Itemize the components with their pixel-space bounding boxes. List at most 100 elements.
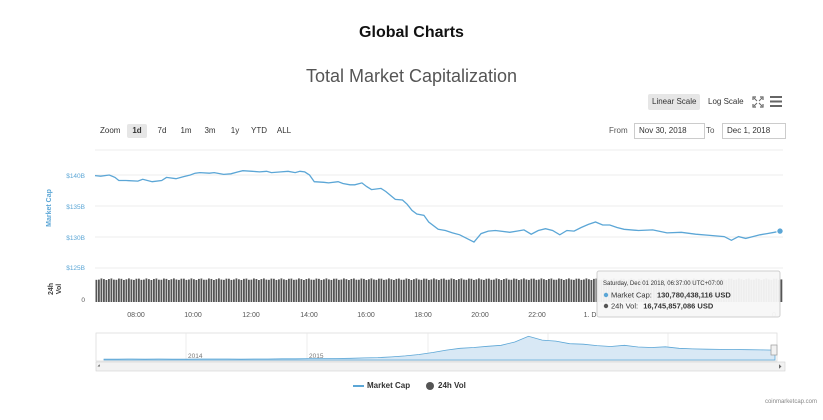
volume-bar [235,278,238,302]
volume-bar [438,279,440,302]
volume-bar [108,279,110,302]
volume-bar [148,279,150,302]
volume-bar [345,279,348,302]
volume-bar [233,279,235,302]
volume-bar [333,278,335,302]
volume-bar [253,278,255,302]
y-tick-label: $140B [66,173,85,180]
volume-bar [218,278,220,302]
log-scale-button[interactable]: Log Scale [708,97,744,106]
zoom-ytd-button[interactable]: YTD [251,126,267,135]
volume-bar [478,278,480,302]
to-label: To [706,126,715,135]
volume-bar [355,279,358,302]
volume-bar [265,279,268,302]
volume-bar [220,279,223,302]
volume-bar [208,278,210,302]
volume-bar [328,279,330,302]
x-tick-label: 10:00 [184,312,202,319]
scroll-right-arrow-icon[interactable] [779,364,782,369]
volume-bar [278,279,280,302]
tooltip-cap-value: 130,780,438,116 USD [657,291,731,300]
volume-bar [320,279,323,302]
from-label: From [609,126,628,135]
scroll-left-arrow-icon[interactable] [97,364,101,369]
volume-bar [440,278,443,302]
volume-bar [450,278,453,302]
volume-bar [283,279,285,302]
volume-bar [530,278,533,302]
zoom-3m-button[interactable]: 3m [204,126,216,135]
legend-item-market-cap[interactable]: Market Cap [353,381,410,390]
volume-bar [103,279,105,302]
navigator-scrollbar[interactable] [95,361,786,372]
volume-bar [288,278,290,302]
navigator-handle[interactable] [770,344,778,356]
volume-bar [538,279,540,302]
volume-bar [420,279,423,302]
volume-bar [390,279,393,302]
y-axis-label: Market Cap [46,189,53,227]
volume-bar [343,278,345,302]
zoom-all-button[interactable]: ALL [276,126,292,135]
volume-bar [488,278,490,302]
svg-text:24h Vol: 16,745,857,086: 24h Vol: 16,745,857,086 USD [611,302,714,311]
volume-bar [213,279,215,302]
zoom-1m-button[interactable]: 1m [180,126,192,135]
credit-link[interactable]: coinmarketcap.com [764,399,817,405]
zoom-7d-button[interactable]: 7d [157,126,167,135]
volume-bar [178,279,180,302]
fullscreen-icon[interactable] [752,96,764,108]
volume-bar [568,278,570,302]
to-date-input[interactable]: Dec 1, 2018 [722,123,786,139]
tooltip-title: Saturday, Dec 01 2018, 06:37:00 UTC+07:0… [603,281,724,287]
volume-bar [480,279,483,302]
volume-bar [398,278,400,302]
volume-bar [508,279,510,302]
volume-bar [510,279,513,302]
volume-bar [593,278,595,302]
hover-point [776,227,784,235]
volume-bar [413,279,415,302]
tooltip-cap-label: Market Cap: [611,291,652,300]
volume-bar [370,278,373,302]
volume-bar [280,278,283,302]
volume-bar [425,278,428,302]
zoom-1y-button[interactable]: 1y [230,126,240,135]
chart-gridlines [95,149,783,269]
volume-bar [290,278,293,302]
volume-bar [410,279,413,302]
legend-item-24h-vol[interactable]: 24h Vol [426,381,466,390]
volume-bar [428,279,430,302]
volume-bar [513,278,515,302]
chart-title: Total Market Capitalization [305,66,518,86]
volume-bar [195,279,198,302]
from-date-input[interactable]: Nov 30, 2018 [634,123,705,139]
volume-bar [138,278,140,302]
volume-bar [560,278,563,302]
menu-icon[interactable] [770,96,782,107]
volume-bar [500,279,503,302]
navigator[interactable]: 20142015201620172018 [95,332,778,362]
volume-bar [268,279,270,302]
linear-scale-button[interactable]: Linear Scale [648,94,701,110]
volume-bar [353,278,355,302]
volume-bar [563,279,565,302]
volume-bar [433,278,435,302]
volume-bar [215,279,218,302]
volume-bar [575,278,578,302]
volume-bar [158,279,160,302]
x-tick-label: 22:00 [528,312,546,319]
volume-bar [130,279,133,302]
volume-bar [180,278,183,302]
volume-bar [473,279,475,302]
volume-bar [275,279,278,302]
volume-bar [335,278,338,302]
volume-bar [490,279,493,302]
volume-bar [128,278,130,302]
zoom-1d-button[interactable]: 1d [127,124,147,138]
volume-bar [475,279,478,302]
volume-bar [100,278,103,302]
volume-bar [528,279,530,302]
